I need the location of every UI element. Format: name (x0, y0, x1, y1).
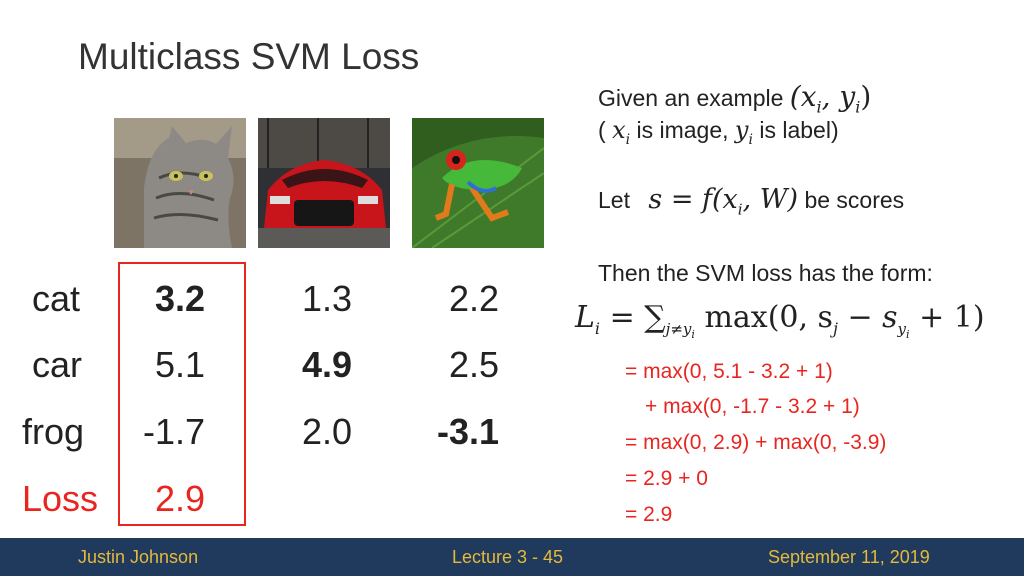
footer-author: Justin Johnson (78, 547, 199, 567)
xy-pair-math: (xi, yi) (789, 80, 872, 117)
label-frog: frog (22, 411, 85, 452)
slide-title: Multiclass SVM Loss (78, 36, 420, 77)
score-car-frog: 2.0 (301, 411, 353, 452)
score-cat-cat: 3.2 (154, 278, 206, 319)
score-cat-car: 5.1 (154, 344, 206, 385)
svm-loss-intro: Then the SVM loss has the form: (598, 260, 933, 286)
slide-footer: Justin Johnson Lecture 3 - 45 September … (0, 538, 1024, 576)
x-i-math: xi (612, 116, 631, 148)
label-cat: cat (32, 278, 81, 319)
score-cat-frog: -1.7 (142, 411, 206, 452)
score-frog-frog: -3.1 (436, 411, 500, 452)
derivation-line-2: + max(0, -1.7 - 3.2 + 1) (645, 395, 860, 418)
let-scores-line: Let s = f(xi, W) be scores (598, 184, 905, 219)
cat-column-highlight-box (118, 262, 246, 526)
given-text: Given an example (598, 85, 784, 111)
score-function-math: s = f(xi, W) (648, 184, 799, 219)
footer-date: September 11, 2019 (768, 547, 930, 567)
given-example-line: Given an example (xi, yi) (598, 80, 871, 117)
is-image-line: ( xi is image, yi is label) (598, 116, 839, 148)
car-image (258, 118, 390, 248)
footer-lecture: Lecture 3 - 45 (452, 547, 564, 567)
loss-cat: 2.9 (154, 478, 206, 519)
score-car-car: 4.9 (301, 344, 353, 385)
frog-image (412, 118, 544, 248)
y-i-math: yi (734, 116, 753, 148)
cat-image (114, 118, 246, 248)
derivation-line-4: = 2.9 + 0 (625, 467, 708, 490)
label-loss: Loss (22, 478, 99, 519)
score-frog-car: 2.5 (448, 344, 500, 385)
derivation-line-1: = max(0, 5.1 - 3.2 + 1) (625, 360, 833, 383)
derivation-line-5: = 2.9 (625, 503, 673, 526)
label-car: car (32, 344, 83, 385)
score-car-cat: 1.3 (301, 278, 353, 319)
score-frog-cat: 2.2 (448, 278, 500, 319)
svm-loss-formula: Li = ∑j≠yi max(0, sj − syi + 1) (575, 300, 985, 341)
derivation-line-3: = max(0, 2.9) + max(0, -3.9) (625, 431, 887, 454)
